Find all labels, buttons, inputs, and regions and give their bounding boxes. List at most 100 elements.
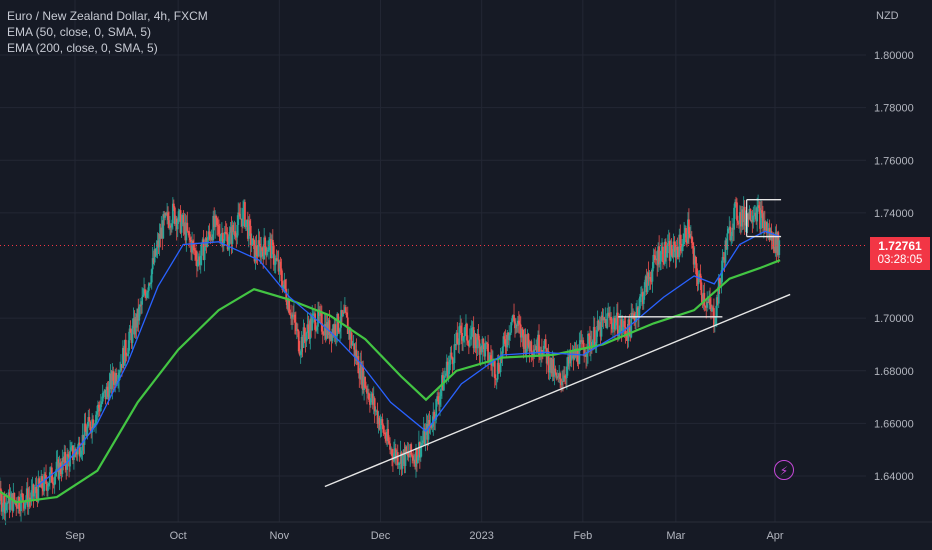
candle-body — [194, 250, 196, 251]
candle-body — [469, 336, 472, 340]
candle-body — [523, 334, 526, 349]
candle-body — [501, 347, 504, 359]
candle-body — [55, 461, 58, 473]
ema50-line — [36, 230, 781, 488]
candle-body — [129, 328, 132, 333]
candle-body — [723, 257, 726, 263]
candle-body — [428, 419, 431, 426]
candle-body — [418, 442, 421, 458]
candle-body — [560, 379, 563, 386]
candle-body — [368, 392, 370, 400]
lightning-icon[interactable]: ⚡ — [774, 460, 794, 480]
candle-body — [628, 319, 631, 329]
trendline[interactable] — [324, 293, 791, 488]
candle-body — [578, 344, 581, 364]
candle-body — [552, 359, 555, 377]
candle-body — [477, 333, 480, 340]
candle-body — [258, 240, 261, 244]
candle-body — [357, 356, 360, 374]
candle-body — [518, 323, 521, 325]
candle-body — [581, 340, 584, 343]
candle-body — [196, 261, 199, 267]
candle-body — [438, 401, 440, 405]
candle-body — [173, 207, 176, 224]
candle-body — [251, 238, 254, 245]
candle-body — [466, 340, 469, 344]
candle-body — [374, 410, 377, 412]
candle-body — [516, 324, 518, 326]
candle-body — [105, 386, 108, 400]
candle-body — [663, 262, 665, 264]
candle-body — [232, 225, 235, 233]
candle-body — [250, 244, 253, 246]
candle-body — [661, 246, 663, 252]
candle-body — [125, 355, 128, 357]
candle-body — [150, 269, 153, 283]
candle-body — [362, 365, 365, 391]
candle-body — [478, 339, 481, 355]
candle-body — [70, 447, 72, 451]
candle-body — [306, 324, 309, 333]
candle-body — [536, 345, 538, 353]
price-axis[interactable]: 1.80000 1.78000 1.76000 1.74000 1.70000 1.680… — [866, 0, 932, 550]
candle-body — [505, 346, 508, 348]
price-axis-bg — [866, 0, 932, 550]
symbol-title[interactable]: Euro / New Zealand Dollar, 4h, FXCM — [7, 9, 208, 23]
candle-body — [575, 348, 578, 357]
candle-body — [755, 212, 758, 222]
candle-body — [347, 328, 350, 334]
candle-body — [609, 316, 612, 318]
candle-body — [42, 488, 45, 492]
candle-body — [5, 503, 8, 505]
candle-body — [652, 254, 655, 269]
candle-body — [565, 377, 567, 379]
candle-body — [385, 438, 388, 441]
candle-body — [599, 322, 602, 337]
indicator-ema200-label[interactable]: EMA (200, close, 0, SMA, 5) — [7, 41, 158, 55]
candle-body — [365, 387, 367, 389]
candle-body — [474, 333, 477, 345]
candle-body — [180, 221, 183, 233]
candle-body — [660, 251, 662, 262]
candle-body — [442, 378, 445, 391]
candle-body — [152, 258, 155, 263]
candle-body — [673, 241, 676, 245]
candle-body — [219, 234, 221, 241]
candle-body — [328, 320, 331, 340]
candle-body — [249, 225, 252, 246]
candle-body — [270, 239, 273, 259]
candle-body — [756, 206, 759, 222]
candle-body — [768, 228, 771, 240]
candle-body — [190, 240, 193, 253]
candle-body — [4, 503, 7, 514]
candle-body — [479, 346, 482, 355]
candle-body — [494, 378, 497, 380]
indicator-ema50-label[interactable]: EMA (50, close, 0, SMA, 5) — [7, 25, 152, 39]
candle-body — [515, 324, 517, 329]
candle-body — [637, 307, 639, 317]
candle-body — [456, 332, 459, 344]
candle-body — [26, 488, 29, 507]
candle-body — [480, 346, 483, 353]
candle-body — [341, 310, 343, 317]
candle-body — [697, 278, 700, 285]
candle-body — [23, 503, 26, 509]
drawings-layer[interactable] — [324, 199, 791, 488]
candle-body — [91, 419, 94, 433]
candle-body — [334, 324, 337, 336]
candle-body — [737, 222, 740, 224]
candle-body — [742, 206, 745, 222]
candle-body — [383, 432, 386, 434]
candle-body — [170, 225, 172, 228]
candle-body — [359, 362, 362, 379]
candle-body — [644, 276, 647, 283]
candle-body — [179, 210, 182, 233]
candle-body — [247, 220, 250, 239]
candle-body — [668, 241, 671, 261]
candle-body — [449, 352, 452, 360]
candle-body — [521, 328, 524, 336]
candle-body — [201, 239, 204, 243]
candle-body — [639, 294, 642, 297]
